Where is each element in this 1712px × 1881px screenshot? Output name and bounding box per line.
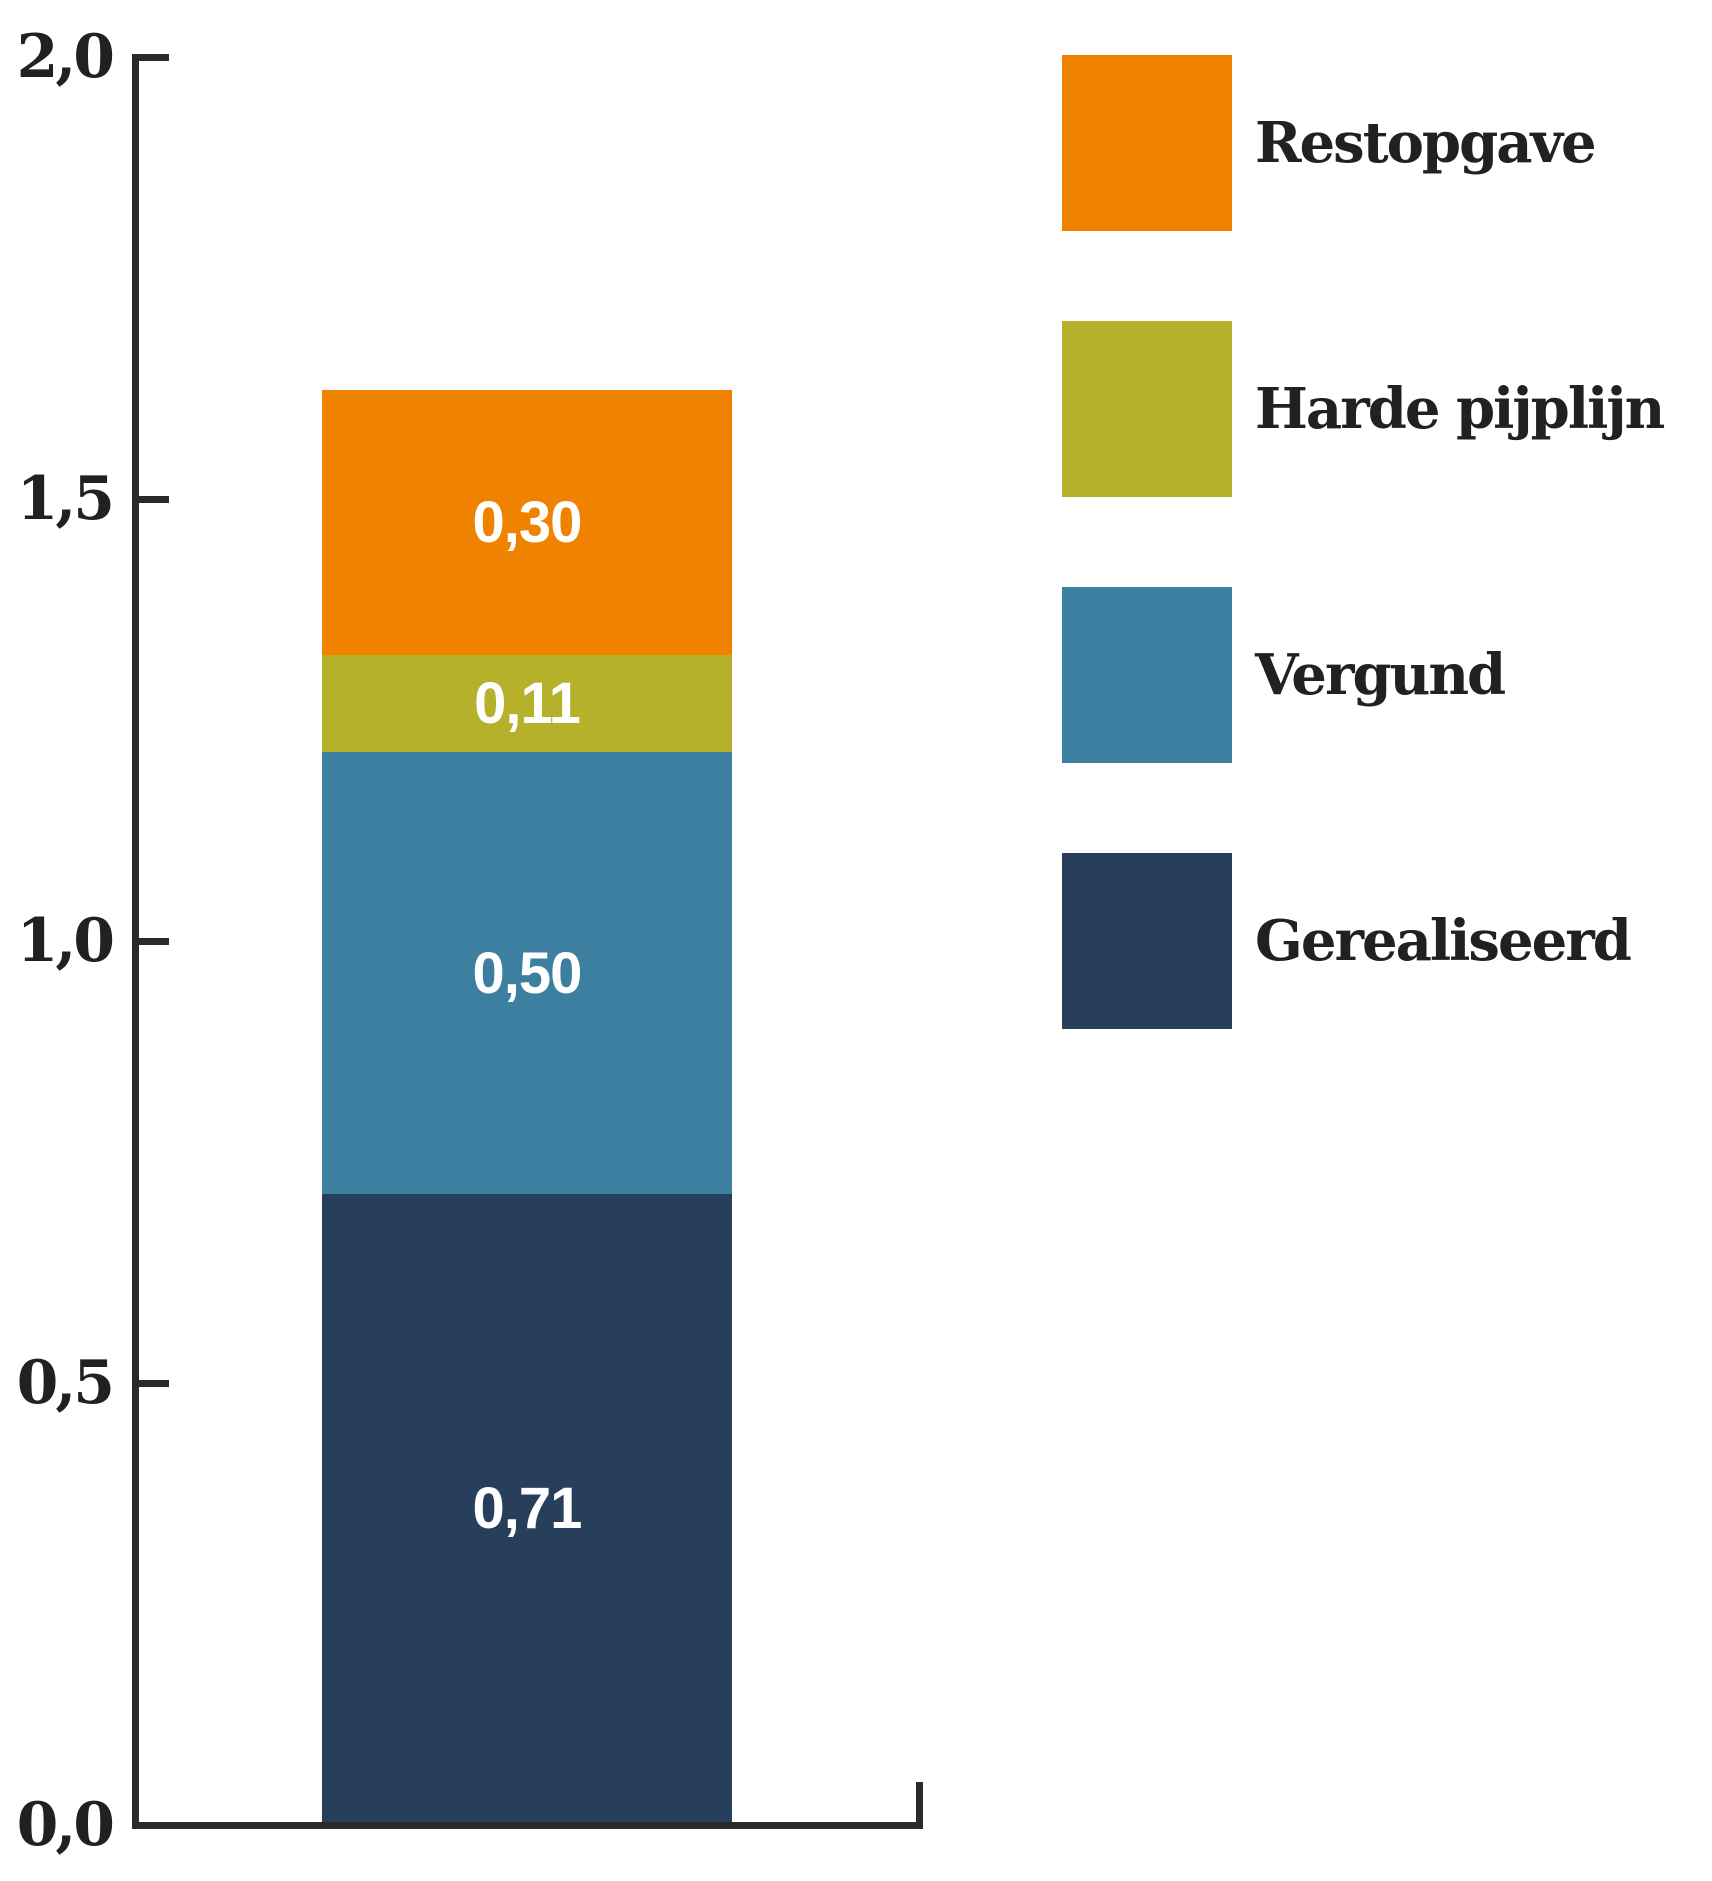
y-axis-tick [132, 496, 169, 503]
y-axis-tick [132, 54, 169, 61]
legend-label: Gerealiseerd [1255, 908, 1632, 974]
legend-swatch-harde-pijplijn [1062, 321, 1232, 497]
y-axis-tick-label: 1,0 [16, 906, 115, 976]
y-axis-tick [132, 1380, 169, 1387]
y-axis-tick-label: 2,0 [16, 22, 115, 92]
legend-item-vergund: Vergund [1062, 587, 1506, 763]
x-axis-end-tick [916, 1782, 923, 1829]
legend-label: Harde pijplijn [1255, 376, 1665, 442]
bar-segment-vergund: 0,50 [322, 752, 732, 1194]
y-axis-tick-label: 0,5 [16, 1348, 115, 1418]
legend-label: Vergund [1255, 642, 1506, 708]
x-axis-line [132, 1822, 923, 1829]
bar-segment-value-label: 0,71 [472, 1475, 583, 1541]
bar-segment-harde-pijplijn: 0,11 [322, 655, 732, 752]
legend-item-restopgave: Restopgave [1062, 55, 1597, 231]
legend-swatch-gerealiseerd [1062, 853, 1232, 1029]
y-axis-tick-label: 0,0 [16, 1790, 115, 1860]
y-axis-tick [132, 938, 169, 945]
y-axis-tick-label: 1,5 [16, 464, 115, 534]
bar-segment-gerealiseerd: 0,71 [322, 1194, 732, 1822]
bar-segment-restopgave: 0,30 [322, 390, 732, 655]
legend-swatch-vergund [1062, 587, 1232, 763]
legend-label: Restopgave [1255, 110, 1597, 176]
bar-segment-value-label: 0,11 [474, 671, 581, 736]
legend-item-harde-pijplijn: Harde pijplijn [1062, 321, 1665, 497]
legend-swatch-restopgave [1062, 55, 1232, 231]
y-axis-tick [132, 1822, 169, 1829]
bar-segment-value-label: 0,50 [472, 940, 583, 1006]
legend-item-gerealiseerd: Gerealiseerd [1062, 853, 1632, 1029]
bar-segment-value-label: 0,30 [472, 490, 583, 555]
